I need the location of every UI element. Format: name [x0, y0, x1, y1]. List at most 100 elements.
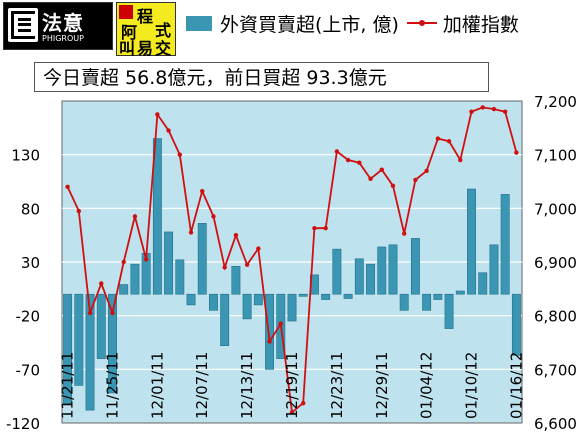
- bar: [96, 293, 106, 359]
- logo-char: 交: [155, 39, 172, 58]
- x-tick-label: 12/29/11: [373, 352, 391, 419]
- index-point: [121, 259, 126, 265]
- y-left-tick-label: -120: [6, 415, 40, 433]
- bar: [467, 188, 476, 295]
- index-point: [390, 183, 396, 188]
- y-right-tick-label: 6,700: [534, 361, 577, 379]
- y-right-tick-label: 6,600: [534, 415, 577, 433]
- bar: [455, 290, 465, 295]
- index-point: [401, 231, 407, 236]
- bar: [186, 293, 196, 306]
- bar: [321, 293, 331, 300]
- x-tick-label: 11/21/11: [59, 352, 77, 419]
- bar: [511, 293, 521, 356]
- phigroup-logo-text: 法意: [42, 11, 84, 35]
- logo-char: 易: [137, 39, 154, 58]
- bar: [220, 293, 230, 347]
- index-point: [379, 167, 384, 172]
- x-tick-label: 01/16/12: [507, 352, 525, 419]
- bar: [433, 293, 443, 300]
- y-left-tick-label: 30: [21, 254, 40, 272]
- index-point: [301, 400, 306, 406]
- bar: [130, 263, 140, 295]
- bar: [388, 244, 398, 295]
- bar: [422, 293, 432, 311]
- index-point: [200, 188, 205, 194]
- x-tick-label: 12/07/11: [193, 352, 211, 419]
- bar: [74, 293, 84, 386]
- phigroup-logo-symbol-icon: [8, 8, 38, 42]
- y-left-tick-label: -20: [16, 308, 41, 326]
- y-right-tick-label: 6,800: [534, 308, 577, 326]
- program-trade-logo: 阿 程 式 叫 易 交: [116, 2, 176, 58]
- index-point: [143, 257, 149, 262]
- bar: [478, 272, 488, 295]
- index-point: [222, 265, 227, 270]
- index-point: [312, 225, 317, 231]
- index-point: [211, 214, 216, 219]
- bar: [175, 259, 185, 295]
- bar: [410, 238, 420, 295]
- index-point: [435, 136, 441, 141]
- x-tick-label: 01/04/12: [418, 352, 436, 419]
- index-point: [99, 281, 104, 286]
- index-point: [413, 177, 418, 183]
- mini-logo-icon: [119, 5, 133, 19]
- y-right-tick-label: 7,100: [534, 147, 577, 165]
- bar: [287, 293, 297, 322]
- index-point: [323, 225, 328, 231]
- y-right-tick-label: 7,200: [534, 93, 577, 111]
- index-point: [289, 410, 295, 415]
- logo-char: 程: [137, 7, 154, 26]
- x-tick-label: 12/01/11: [148, 352, 166, 419]
- index-point: [502, 109, 508, 114]
- bar: [164, 231, 174, 295]
- logo-char: 叫: [119, 39, 136, 58]
- index-point: [334, 149, 340, 154]
- index-point: [368, 176, 373, 182]
- index-point: [188, 230, 194, 235]
- index-point: [514, 150, 519, 155]
- index-point: [110, 310, 115, 316]
- x-tick-label: 12/13/11: [238, 352, 256, 419]
- y-left-tick-label: -70: [16, 361, 41, 379]
- index-point: [177, 152, 183, 157]
- x-tick-label: 01/10/12: [463, 352, 481, 419]
- y-right-tick-label: 7,000: [534, 200, 577, 218]
- x-tick-label: 12/23/11: [328, 352, 346, 419]
- legend-bar-swatch-icon: [186, 15, 212, 31]
- bar: [399, 293, 409, 311]
- bar: [108, 293, 117, 394]
- y-left-tick-label: 130: [11, 147, 40, 165]
- y-right-tick-label: 6,900: [534, 254, 577, 272]
- index-point: [357, 160, 362, 165]
- chart-legend: 外資買賣超(上市, 億) 加權指數: [186, 10, 519, 36]
- bar: [63, 293, 73, 404]
- logo-char: 式: [155, 21, 172, 40]
- index-point: [446, 139, 452, 144]
- bar: [500, 194, 510, 295]
- bar: [444, 293, 454, 329]
- index-point: [155, 112, 160, 117]
- bar: [489, 244, 499, 295]
- bar: [265, 293, 275, 370]
- phigroup-logo: 法意 PHIGROUP: [3, 2, 113, 50]
- bar: [253, 293, 263, 306]
- bar: [119, 284, 129, 295]
- index-point: [256, 246, 261, 251]
- bar: [332, 248, 342, 295]
- index-point: [424, 168, 429, 173]
- bar: [343, 293, 353, 299]
- bar: [366, 263, 375, 295]
- legend-bar-label: 外資買賣超(上市, 億): [220, 13, 399, 36]
- x-tick-label: 11/25/11: [103, 352, 121, 419]
- x-tick-label: 12/19/11: [283, 352, 301, 419]
- bar: [377, 246, 387, 295]
- index-point: [233, 232, 239, 238]
- logo-char: 阿: [121, 23, 138, 42]
- index-point: [132, 214, 138, 219]
- index-point: [278, 321, 283, 326]
- bar: [152, 138, 162, 295]
- index-point: [244, 262, 250, 267]
